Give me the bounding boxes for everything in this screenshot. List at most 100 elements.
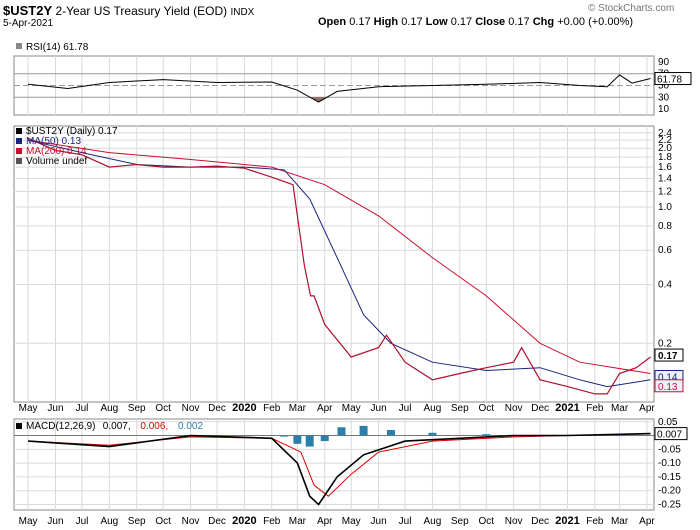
price-y-tick: 2.2 <box>658 135 672 146</box>
x-tick-label: Oct <box>155 516 171 527</box>
x-tick-label: 2021 <box>555 515 579 527</box>
macd-line <box>28 432 651 506</box>
macd-histogram-bar <box>280 435 289 437</box>
x-tick-label: 2020 <box>232 515 256 527</box>
x-tick-label: Aug <box>424 516 442 527</box>
macd-y-tick: -0.15 <box>658 472 681 483</box>
ma50-line <box>27 139 651 388</box>
x-tick-label: Feb <box>263 516 281 527</box>
x-tick-label: Mar <box>611 516 629 527</box>
x-tick-label: Oct <box>478 516 494 527</box>
price-y-tick: 1.0 <box>658 202 672 213</box>
x-tick-label: Mar <box>611 403 629 414</box>
x-tick-label: Dec <box>531 403 549 414</box>
open-value: 0.17 <box>349 16 371 28</box>
rsi-legend-swatch <box>16 43 22 49</box>
ohlc-readout: Open 0.17 High 0.17 Low 0.17 Close 0.17 … <box>318 16 633 28</box>
x-tick-label: Aug <box>424 403 442 414</box>
price-y-tick: 0.4 <box>658 280 672 291</box>
chart-header-title: $UST2Y 2-Year US Treasury Yield (EOD) IN… <box>3 3 254 18</box>
x-tick-label: May <box>19 516 38 527</box>
price-last-tag: 0.13 <box>658 382 678 393</box>
exchange-label: INDX <box>230 7 255 18</box>
x-tick-label: May <box>342 403 361 414</box>
x-tick-label: Jun <box>47 516 63 527</box>
price-y-tick: 1.6 <box>658 162 672 173</box>
open-label: Open <box>318 16 347 28</box>
macd-last-value-box <box>654 427 688 441</box>
ma200-line <box>28 139 651 374</box>
x-tick-label: Apr <box>639 403 655 414</box>
x-tick-label: Nov <box>505 403 523 414</box>
price-legend-swatch <box>16 138 22 144</box>
macd-y-tick: -0.20 <box>658 486 681 497</box>
x-tick-label: Jul <box>76 403 89 414</box>
x-tick-label: Oct <box>478 403 494 414</box>
x-tick-label: Nov <box>182 403 200 414</box>
x-tick-label: May <box>342 516 361 527</box>
macd-legend-swatch <box>16 423 22 429</box>
macd-signal-line <box>28 433 651 497</box>
price-y-tick: 0.8 <box>658 221 672 232</box>
x-tick-label: Nov <box>505 516 523 527</box>
price-legend-item: MA(50) 0.13 <box>26 136 81 147</box>
macd-histogram-bar <box>320 435 329 442</box>
price-legend-swatch <box>16 128 22 134</box>
rsi-y-tick: 50 <box>658 81 670 92</box>
x-tick-label: Mar <box>289 403 307 414</box>
price-last-tag: 0.14 <box>658 372 678 383</box>
price-y-tick: 0.6 <box>658 245 672 256</box>
price-y-tick: 1.8 <box>658 152 672 163</box>
price-last-tag-box <box>654 379 684 393</box>
date-label: 5-Apr-2021 <box>3 18 54 29</box>
rsi-y-tick: 90 <box>658 57 670 68</box>
macd-legend-item: MACD(12,26,9) <box>26 421 95 432</box>
x-tick-label: Jul <box>399 403 412 414</box>
panel-frame-macd <box>13 418 655 511</box>
macd-y-tick: 0.05 <box>658 417 678 428</box>
x-tick-label: Aug <box>100 403 118 414</box>
rsi-y-tick: 30 <box>658 92 670 103</box>
x-tick-label: Feb <box>586 403 604 414</box>
x-tick-label: 2020 <box>232 402 256 414</box>
close-value: 0.17 <box>508 16 530 28</box>
x-tick-label: Jun <box>371 516 387 527</box>
macd-histogram-bar <box>337 427 346 436</box>
rsi-last-value: 61.78 <box>657 75 682 86</box>
low-label: Low <box>425 16 448 28</box>
chg-value: +0.00 (+0.00%) <box>557 16 634 28</box>
x-tick-label: Nov <box>182 516 200 527</box>
x-tick-label: Apr <box>317 403 333 414</box>
x-tick-label: Dec <box>208 403 226 414</box>
price-y-tick: 2.4 <box>658 128 672 139</box>
price-last-tag-box <box>654 348 684 362</box>
x-tick-label: Apr <box>639 516 655 527</box>
symbol-label: $UST2Y <box>3 3 53 18</box>
price-legend-item: MA(200) 0.14 <box>26 146 87 157</box>
macd-legend-item: 0.007, <box>103 421 131 432</box>
x-tick-label: Aug <box>100 516 118 527</box>
macd-histogram-bar <box>615 434 624 436</box>
rsi-y-tick: 10 <box>658 104 670 115</box>
price-legend-swatch <box>16 148 22 154</box>
price-y-tick: 0.2 <box>658 338 672 349</box>
price-legend-item: Volume undef <box>26 156 87 167</box>
chg-label: Chg <box>532 16 555 28</box>
low-value: 0.17 <box>450 16 473 28</box>
macd-histogram-bar <box>482 434 491 436</box>
price-line <box>27 137 651 395</box>
x-tick-label: Jul <box>76 516 89 527</box>
macd-legend-item: 0.002 <box>178 421 203 432</box>
price-legend-item: $UST2Y (Daily) 0.17 <box>26 126 118 137</box>
price-y-tick: 1.2 <box>658 186 672 197</box>
x-tick-label: Feb <box>586 516 604 527</box>
macd-histogram-bar <box>428 432 437 436</box>
rsi-last-value-box <box>654 72 692 86</box>
x-tick-label: Dec <box>208 516 226 527</box>
x-tick-label: Sep <box>451 403 469 414</box>
x-tick-label: Oct <box>155 403 171 414</box>
symbol-name: 2-Year US Treasury Yield (EOD) <box>55 4 228 18</box>
macd-histogram-bar <box>386 430 395 436</box>
rsi-legend: RSI(14) 61.78 <box>26 42 89 53</box>
